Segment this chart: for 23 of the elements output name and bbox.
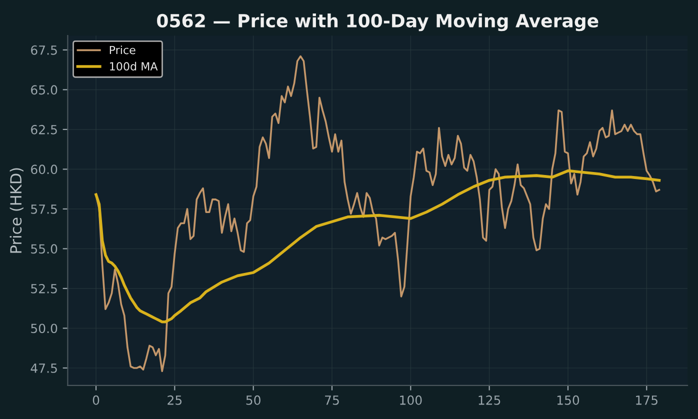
y-axis-title: Price (HKD) [10, 168, 24, 253]
y-tick-label: 62.5 [31, 124, 57, 134]
x-tick-label: 0 [92, 395, 100, 405]
chart-title: 0562 — Price with 100-Day Moving Average [157, 14, 598, 32]
line-series [95, 55, 660, 372]
y-tick-label: 55.0 [31, 244, 58, 254]
y-tick-label: 50.0 [31, 324, 58, 334]
x-tick-label: 175 [636, 396, 658, 405]
y-tick-label: 67.5 [31, 45, 57, 55]
y-tick-label: 57.5 [31, 204, 57, 214]
x-tick-label: 125 [478, 395, 500, 405]
x-tick-label: 50 [246, 395, 260, 405]
x-tick-label: 100 [400, 395, 422, 405]
legend-label: 100d MA [110, 62, 158, 71]
x-tick-label: 25 [168, 395, 182, 405]
legend-label: Price [110, 46, 136, 54]
x-tick-label: 75 [325, 396, 339, 405]
x-tick-label: 150 [557, 395, 580, 405]
y-tick-label: 60.0 [31, 164, 58, 174]
line-series [94, 169, 661, 324]
y-tick-label: 52.5 [31, 284, 57, 294]
y-tick-label: 47.5 [30, 364, 57, 373]
y-tick-label: 65.0 [31, 85, 58, 95]
